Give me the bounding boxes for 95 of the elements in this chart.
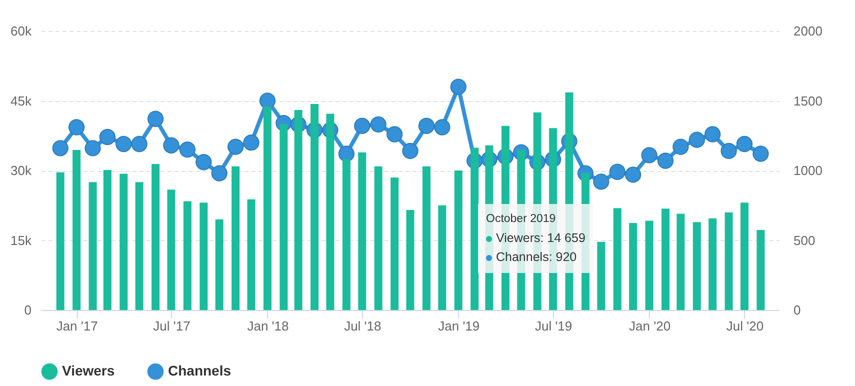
x-tick-label: Jan '18: [247, 318, 289, 334]
y2-tick-label: 2000: [794, 24, 822, 38]
x-tick-label: Jul '20: [726, 318, 764, 334]
bar: [406, 210, 414, 310]
x-tick-label: Jul '18: [344, 318, 382, 334]
annotation: Viewers: 14 659: [495, 230, 586, 247]
point: [179, 142, 196, 158]
point: [450, 78, 466, 95]
point: [116, 136, 132, 152]
point: [52, 140, 68, 156]
y-tick-label: 0: [24, 302, 32, 318]
y-tick-label: 60k: [10, 24, 32, 38]
point: [84, 140, 101, 156]
bar: [183, 201, 192, 310]
point: [163, 137, 180, 154]
point: [736, 136, 753, 152]
point: [386, 126, 403, 142]
point: [131, 136, 148, 152]
point: [641, 147, 658, 164]
bar: [247, 199, 256, 310]
bar: [215, 219, 224, 310]
bar: [740, 202, 748, 310]
x-tick-label: Jan '20: [629, 318, 671, 334]
x-tick-label: Jan '19: [438, 318, 480, 334]
point: [609, 164, 626, 180]
bar: [438, 205, 446, 310]
bar: [310, 104, 319, 310]
legend-label: Channels: [168, 362, 232, 379]
bar: [708, 218, 717, 310]
y2-tick-label: 0: [794, 302, 801, 318]
bar: [326, 114, 334, 310]
point: [704, 126, 721, 142]
bar: [724, 212, 733, 310]
bar: [374, 166, 382, 310]
y-tick-label: 45k: [10, 93, 32, 108]
bar: [390, 177, 399, 310]
bar: [662, 208, 670, 310]
point: [752, 146, 769, 162]
bar: [422, 166, 430, 310]
point: [147, 110, 164, 127]
point: [227, 138, 244, 155]
point: [434, 119, 450, 136]
point: [688, 132, 705, 148]
point: [402, 142, 418, 160]
bar: [56, 172, 64, 310]
bar: [152, 164, 160, 310]
point: [338, 146, 355, 162]
bar: [613, 208, 622, 310]
bar: [135, 182, 144, 310]
bar: [470, 148, 479, 310]
point: [657, 152, 674, 169]
point: [370, 116, 386, 133]
y-tick-label: 15k: [10, 232, 32, 248]
bar: [232, 166, 240, 310]
point: [211, 165, 228, 182]
bar: [263, 106, 272, 310]
point: [243, 134, 260, 151]
bar: [167, 190, 176, 310]
point: [259, 92, 276, 109]
point: [196, 154, 212, 170]
bar: [597, 242, 606, 310]
bar: [294, 110, 302, 310]
bar: [629, 223, 638, 310]
bar: [280, 124, 288, 310]
point: [99, 128, 116, 146]
y2-tick-label: 1500: [794, 93, 822, 108]
bar: [103, 170, 112, 310]
x-tick-label: Jul '17: [153, 318, 190, 334]
point: [720, 142, 737, 160]
y2-tick-label: 1000: [794, 163, 822, 178]
x-tick-label: Jan '17: [56, 318, 98, 334]
annotation: Channels: 920: [495, 249, 578, 266]
tooltip: October 2019 Viewers: 14 659 Channels: 920: [478, 204, 594, 273]
bar: [200, 202, 208, 310]
point: [68, 119, 85, 136]
bar: [756, 230, 765, 310]
bar: [454, 170, 462, 310]
bar: [72, 150, 81, 310]
x-tick-label: Jul '19: [534, 318, 572, 334]
y-tick-label: 30k: [10, 163, 32, 178]
point: [593, 174, 610, 190]
point: [354, 118, 370, 134]
bar: [88, 182, 97, 310]
bar: [692, 222, 701, 310]
bar: [676, 214, 685, 310]
legend-label: Viewers: [62, 362, 115, 379]
bar: [645, 220, 654, 310]
point: [672, 138, 689, 155]
point: [418, 118, 435, 134]
bar: [358, 152, 366, 310]
bar: [342, 158, 350, 310]
annotation: October 2019: [486, 212, 557, 227]
point: [624, 166, 642, 183]
y2-tick-label: 500: [794, 232, 816, 248]
bar: [120, 174, 128, 310]
